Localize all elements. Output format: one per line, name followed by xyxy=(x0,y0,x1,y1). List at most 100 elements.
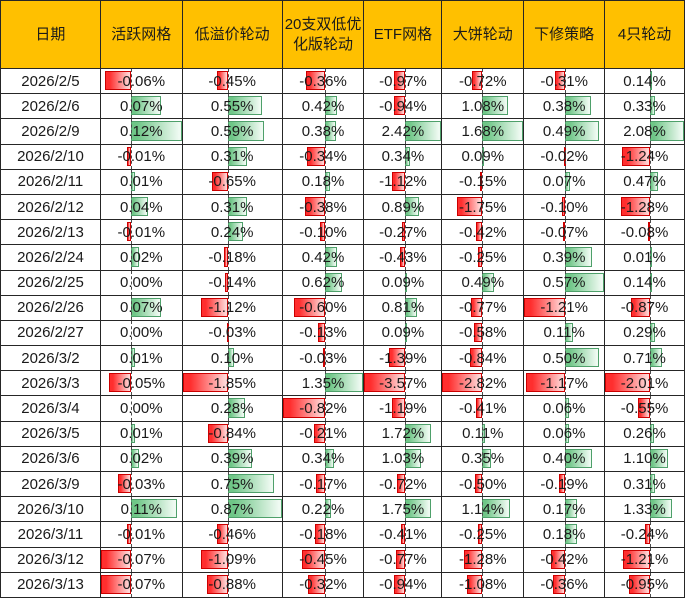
value-cell: -0.84% xyxy=(442,346,525,372)
value-cell: -0.95% xyxy=(605,572,685,598)
table-row: 2026/2/6 0.07% 0.55% 0.42% -0.94% 1.08% 0.38% 0… xyxy=(1,94,685,120)
value-cell: -0.21% xyxy=(282,421,365,447)
return-value: 0.33% xyxy=(623,97,666,115)
return-value: 0.35% xyxy=(461,450,505,468)
bar-axis-line xyxy=(481,169,483,194)
return-value: -0.17% xyxy=(299,475,347,493)
value-cell: -0.19% xyxy=(524,472,606,498)
return-value: -0.46% xyxy=(208,525,256,543)
return-value: 0.09% xyxy=(381,324,425,342)
return-value: 0.89% xyxy=(381,198,425,216)
value-cell: -0.87% xyxy=(605,295,685,321)
bar-axis-line xyxy=(324,169,326,194)
value-cell: 1.33% xyxy=(605,497,685,523)
negative-data-bar xyxy=(212,171,229,191)
bar-axis-line xyxy=(564,320,566,346)
value-cell: 1.10% xyxy=(605,446,685,472)
value-cell: -1.12% xyxy=(182,295,283,321)
table-body: 2026/2/5 -0.06% -0.45% -0.36% -0.97% -0.72% -0… xyxy=(1,69,685,598)
return-value: 0.40% xyxy=(542,450,586,468)
return-value: 0.14% xyxy=(623,72,666,90)
value-cell: -0.58% xyxy=(442,320,525,347)
return-value: -0.94% xyxy=(379,97,427,115)
return-value: 0.39% xyxy=(210,450,254,468)
bar-axis-line xyxy=(228,547,230,572)
bar-axis-line xyxy=(228,371,230,396)
return-value: 0.11% xyxy=(543,324,585,342)
bar-axis-line xyxy=(324,446,326,471)
return-value: 0.11% xyxy=(462,425,504,443)
return-value: 1.03% xyxy=(381,450,425,468)
bar-axis-line xyxy=(650,396,652,421)
value-cell: 0.34% xyxy=(282,446,365,472)
bar-axis-line xyxy=(228,472,230,497)
return-value: -0.38% xyxy=(299,198,347,216)
negative-data-bar xyxy=(305,196,325,217)
negative-data-bar xyxy=(464,549,482,569)
negative-data-bar xyxy=(644,524,651,544)
bar-axis-line xyxy=(564,572,566,597)
return-value: 0.01% xyxy=(623,248,666,266)
value-cell: 0.28% xyxy=(182,396,283,422)
date-cell: 2026/3/6 xyxy=(1,446,101,472)
value-cell: 1.35% xyxy=(282,371,365,397)
negative-data-bar xyxy=(109,373,131,393)
return-value: -0.03% xyxy=(208,324,256,342)
bar-axis-line xyxy=(405,472,407,497)
negative-data-bar xyxy=(313,423,325,443)
table-row: 2026/2/25 0.00% -0.14% 0.62% 0.09% 0.49% 0.57%… xyxy=(1,270,685,296)
bar-axis-line xyxy=(228,144,230,169)
value-cell: -0.31% xyxy=(524,69,606,95)
bar-axis-line xyxy=(130,396,132,421)
bar-axis-line xyxy=(650,245,652,270)
value-cell: -1.85% xyxy=(182,371,283,397)
table-row: 2026/3/10 0.11% 0.87% 0.22% 1.75% 1.14% 0.17% 1… xyxy=(1,497,685,523)
return-value: 0.57% xyxy=(542,274,586,292)
negative-data-bar xyxy=(315,474,325,494)
negative-data-bar xyxy=(216,524,229,544)
value-cell: 2.42% xyxy=(364,119,443,145)
date-cell: 2026/2/6 xyxy=(1,94,101,120)
value-cell: -0.34% xyxy=(282,144,365,170)
return-value: -0.58% xyxy=(459,324,507,342)
bar-axis-line xyxy=(481,270,483,295)
value-cell: 0.00% xyxy=(100,396,183,422)
date-cell: 2026/2/27 xyxy=(1,320,101,347)
bar-axis-line xyxy=(228,245,230,270)
negative-data-bar xyxy=(364,373,406,393)
value-cell: -0.77% xyxy=(442,295,525,321)
negative-data-bar xyxy=(394,574,406,594)
value-cell: 1.72% xyxy=(364,421,443,447)
bar-axis-line xyxy=(481,572,483,597)
bar-axis-line xyxy=(130,497,132,522)
date-cell: 2026/3/4 xyxy=(1,396,101,422)
return-value: 0.14% xyxy=(623,274,666,292)
value-cell: -0.13% xyxy=(282,320,365,347)
date-cell: 2026/2/26 xyxy=(1,295,101,321)
bar-axis-line xyxy=(130,472,132,497)
value-cell: 0.06% xyxy=(524,421,606,447)
table-row: 2026/2/24 0.02% -0.18% 0.42% -0.43% -0.25% 0.3… xyxy=(1,245,685,271)
bar-axis-line xyxy=(405,194,407,220)
return-value: -0.02% xyxy=(540,148,588,166)
negative-data-bar xyxy=(474,474,482,494)
return-value: 0.81% xyxy=(381,299,425,317)
bar-axis-line xyxy=(130,572,132,597)
value-cell: -1.08% xyxy=(442,572,525,598)
bar-axis-line xyxy=(130,421,132,446)
value-cell: -0.03% xyxy=(100,472,183,498)
value-cell: -1.17% xyxy=(524,371,606,397)
bar-axis-line xyxy=(324,547,326,572)
table-row: 2026/3/12 -0.07% -1.09% -0.45% -0.77% -1.28% -… xyxy=(1,547,685,573)
negative-data-bar xyxy=(478,524,482,544)
bar-axis-line xyxy=(324,94,326,119)
return-value: 0.71% xyxy=(623,349,666,367)
return-value: -0.42% xyxy=(540,551,588,569)
return-value: -1.08% xyxy=(459,576,507,594)
negative-data-bar xyxy=(306,71,325,91)
value-cell: 0.01% xyxy=(100,346,183,372)
bar-axis-line xyxy=(481,346,483,371)
negative-data-bar xyxy=(100,574,131,594)
value-cell: -1.19% xyxy=(364,396,443,422)
return-value: -0.72% xyxy=(379,475,427,493)
